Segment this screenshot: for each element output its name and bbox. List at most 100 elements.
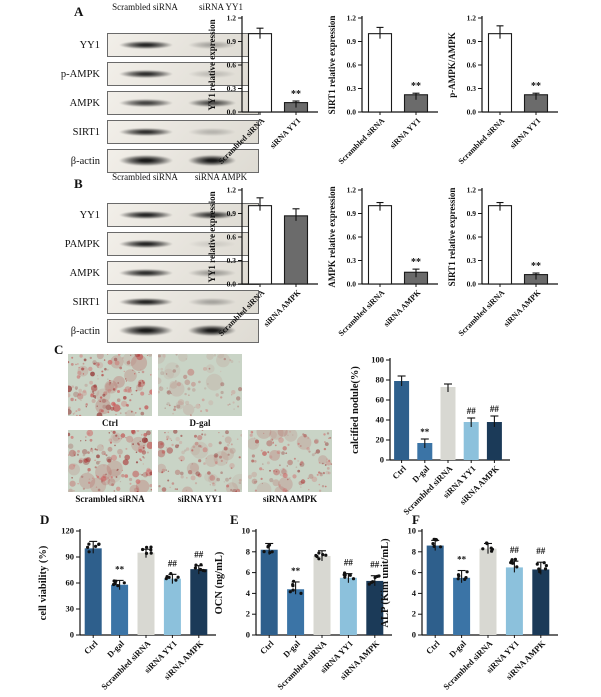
stain-nodule bbox=[308, 473, 314, 479]
stain-nodule bbox=[137, 384, 141, 388]
stain-blob bbox=[95, 398, 111, 415]
stain-nodule bbox=[168, 404, 171, 407]
stain-nodule bbox=[161, 468, 166, 473]
stain-nodule bbox=[164, 407, 166, 409]
y-tick-label: 0.9 bbox=[467, 209, 477, 218]
stain-nodule bbox=[185, 400, 190, 405]
bar-sirna-yy1 bbox=[505, 567, 523, 635]
stain-nodule bbox=[127, 388, 132, 393]
stain-nodule bbox=[96, 412, 103, 416]
stain-nodule bbox=[116, 486, 121, 491]
y-tick-label: 0 bbox=[412, 630, 416, 640]
stain-nodule bbox=[328, 437, 330, 439]
stain-nodule bbox=[140, 391, 145, 396]
data-point bbox=[537, 567, 541, 571]
y-tick-label: 1.2 bbox=[467, 14, 477, 23]
stain-nodule bbox=[150, 488, 152, 491]
stain-nodule bbox=[126, 435, 134, 443]
blot-row-label: β-actin bbox=[70, 155, 100, 167]
stain-blob bbox=[110, 355, 124, 369]
blot-band bbox=[187, 298, 236, 306]
stain-nodule bbox=[228, 442, 231, 445]
stain-nodule bbox=[120, 433, 126, 438]
data-point bbox=[122, 581, 126, 585]
stain-nodule bbox=[248, 474, 253, 479]
stain-nodule bbox=[238, 478, 242, 482]
y-axis-label: YY1 relative expression bbox=[207, 191, 217, 282]
stain-nodule bbox=[181, 450, 185, 455]
stain-nodule bbox=[85, 457, 91, 463]
stain-nodule bbox=[142, 381, 145, 384]
data-point bbox=[489, 546, 493, 550]
stain-nodule bbox=[236, 396, 241, 401]
stain-nodule bbox=[87, 471, 89, 473]
stain-nodule bbox=[314, 452, 317, 455]
y-tick-label: 0.6 bbox=[467, 233, 477, 242]
significance-marker: ## bbox=[194, 550, 204, 560]
stain-nodule bbox=[119, 456, 121, 458]
blot-box bbox=[107, 33, 259, 57]
stain-nodule bbox=[107, 378, 109, 380]
blot-row-label: SIRT1 bbox=[72, 296, 100, 308]
stain-nodule bbox=[292, 474, 297, 479]
blot-row: β-actin bbox=[22, 319, 267, 343]
stain-nodule bbox=[238, 387, 242, 392]
stain-nodule bbox=[70, 397, 74, 402]
stain-nodule bbox=[130, 354, 132, 356]
stain-nodule bbox=[176, 404, 181, 409]
staining-image-dgal: D-gal bbox=[158, 354, 242, 428]
significance-marker: ** bbox=[115, 564, 125, 574]
stain-nodule bbox=[237, 405, 240, 408]
significance-marker: ** bbox=[531, 261, 541, 272]
stain-nodule bbox=[139, 458, 142, 461]
stain-nodule bbox=[70, 363, 74, 366]
stain-nodule bbox=[102, 474, 107, 478]
panel-label-d: D bbox=[40, 512, 50, 527]
stain-nodule bbox=[327, 471, 331, 475]
stain-nodule bbox=[220, 370, 222, 373]
stain-nodule bbox=[259, 467, 263, 471]
data-point bbox=[515, 565, 519, 569]
stain-nodule bbox=[166, 403, 168, 406]
data-point bbox=[270, 550, 274, 554]
x-category-label: Scrambled siRNA bbox=[337, 116, 387, 166]
x-category-label: Ctrl bbox=[390, 463, 408, 481]
stain-nodule bbox=[75, 388, 78, 391]
stain-nodule bbox=[141, 370, 145, 374]
y-tick-label: 20 bbox=[376, 435, 385, 445]
stain-nodule bbox=[308, 489, 310, 491]
stain-nodule bbox=[90, 447, 93, 450]
stain-nodule bbox=[97, 363, 100, 366]
x-category-label: Scrambled siRNA bbox=[217, 288, 267, 338]
data-point bbox=[266, 545, 270, 549]
bar-sirna-yy1 bbox=[163, 578, 181, 635]
stain-nodule bbox=[240, 434, 242, 437]
data-point bbox=[149, 545, 153, 549]
stain-background bbox=[248, 430, 332, 492]
stain-nodule bbox=[68, 432, 71, 437]
stain-nodule bbox=[89, 438, 93, 442]
stain-nodule bbox=[295, 466, 298, 468]
stain-nodule bbox=[254, 437, 256, 439]
stain-nodule bbox=[186, 477, 188, 479]
stain-nodule bbox=[109, 382, 112, 384]
stain-nodule bbox=[74, 412, 76, 414]
staining-micrograph bbox=[158, 430, 242, 492]
blot-band bbox=[118, 128, 173, 136]
stain-nodule bbox=[68, 393, 71, 398]
stain-nodule bbox=[192, 445, 196, 449]
stain-blob bbox=[163, 368, 174, 380]
stain-nodule bbox=[107, 446, 113, 452]
stain-nodule bbox=[300, 460, 304, 464]
stain-blob bbox=[68, 463, 80, 476]
stain-nodule bbox=[318, 489, 322, 492]
stain-nodule bbox=[281, 451, 285, 455]
stain-nodule bbox=[124, 412, 127, 414]
stain-nodule bbox=[267, 451, 269, 453]
stain-nodule bbox=[89, 356, 92, 360]
bar-sirna-yy1 bbox=[463, 422, 479, 460]
stain-nodule bbox=[167, 470, 170, 472]
y-tick-label: 0.0 bbox=[347, 108, 357, 117]
y-tick-label: 0.9 bbox=[227, 37, 237, 46]
stain-nodule bbox=[99, 396, 103, 399]
